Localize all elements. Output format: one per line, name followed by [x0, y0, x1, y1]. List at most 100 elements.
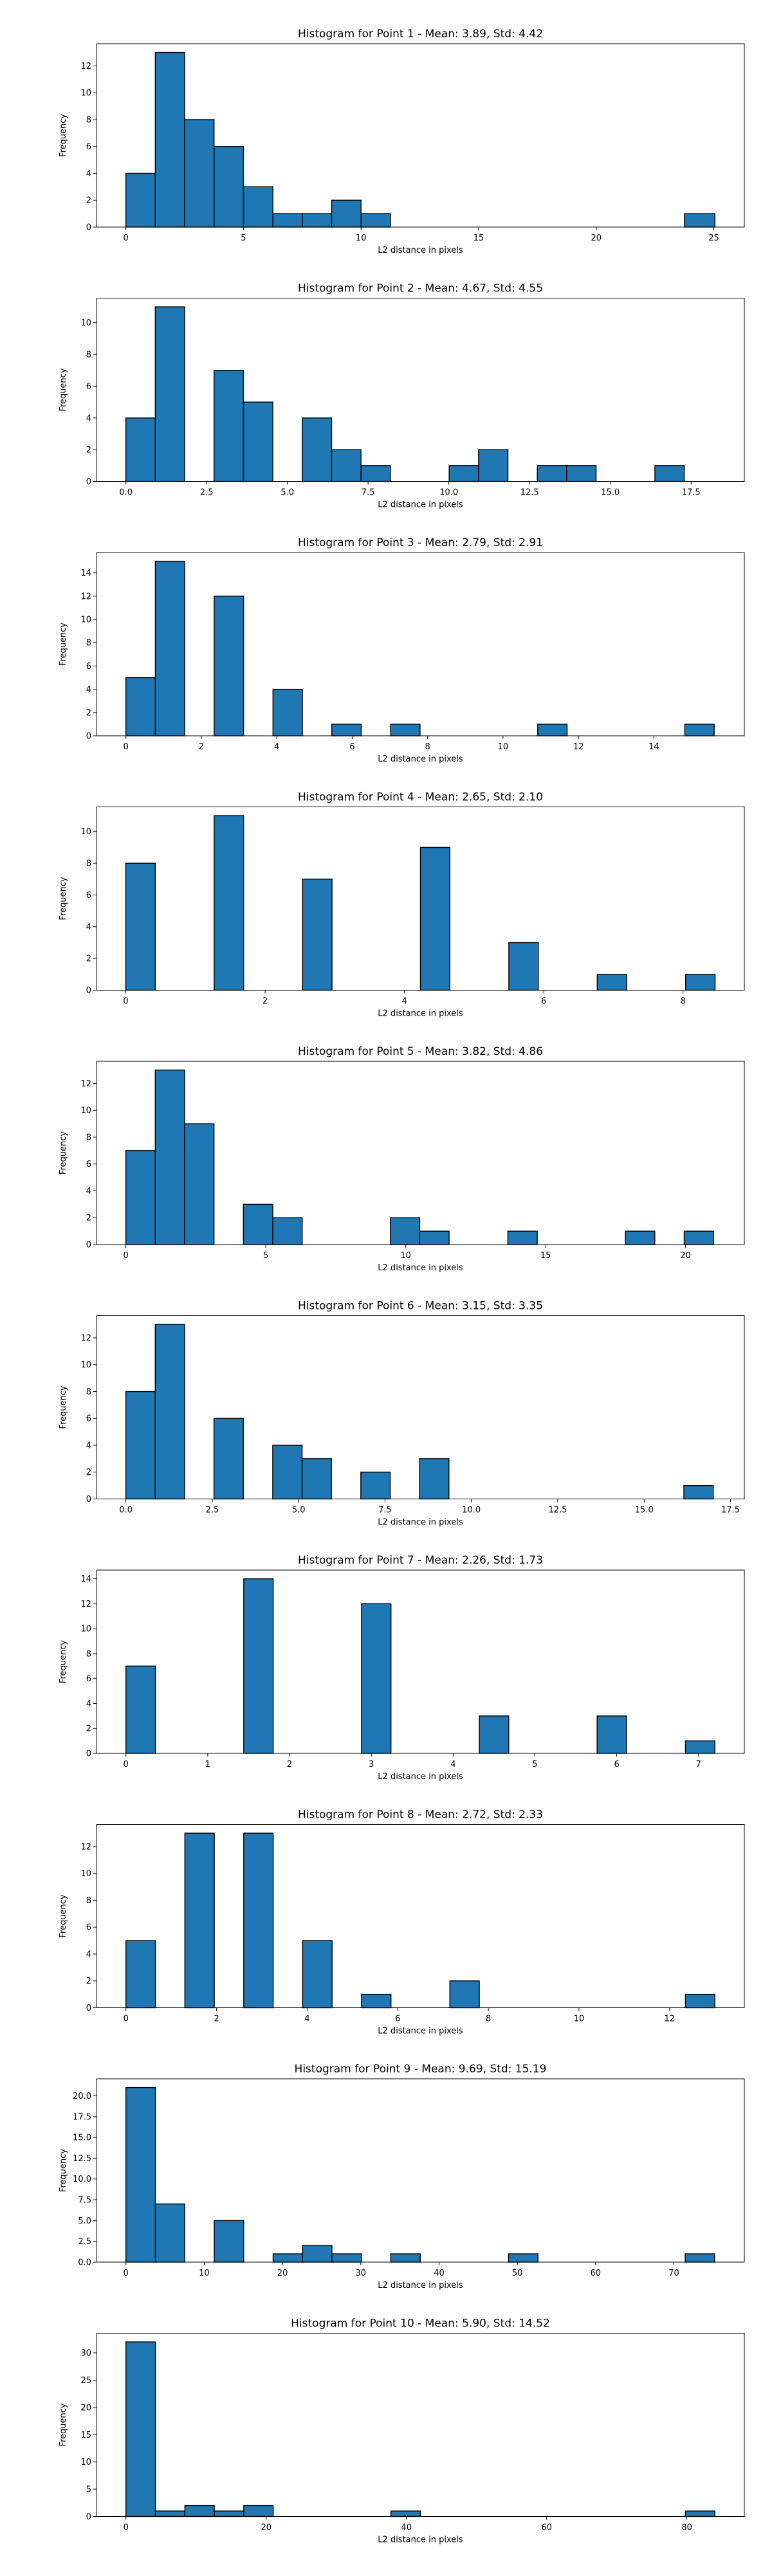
x-tick-label: 8: [425, 742, 430, 752]
y-tick-label: 10: [80, 2458, 91, 2467]
histogram-bar: [125, 2341, 156, 2517]
histogram-bar: [154, 560, 185, 736]
x-tick-label: 50: [512, 2269, 523, 2278]
histogram-bar: [596, 1715, 627, 1754]
y-axis-label: Frequency: [59, 1131, 68, 1174]
y-tick-label: 8: [86, 639, 91, 648]
x-tick-label: 12: [665, 2014, 676, 2024]
x-tick-label: 2.5: [200, 488, 214, 498]
y-axis-label: Frequency: [59, 2403, 68, 2446]
y-tick-label: 6: [86, 142, 91, 152]
y-tick-label: 10: [80, 616, 91, 625]
chart-title: Histogram for Point 9 - Mean: 9.69, Std:…: [295, 2063, 547, 2076]
x-tick-label: 3: [369, 1760, 374, 1769]
histogram-bar: [184, 1123, 215, 1245]
y-tick-label: 14: [80, 1575, 91, 1584]
x-tick-label: 10: [199, 2269, 210, 2278]
x-tick-label: 20: [591, 233, 602, 243]
x-tick-label: 2.5: [206, 1506, 219, 1515]
x-tick-label: 40: [434, 2269, 445, 2278]
histogram-bar: [125, 1150, 156, 1245]
y-tick-label: 2: [86, 1724, 91, 1734]
histogram-bar: [391, 2510, 421, 2517]
x-tick-label: 12.5: [549, 1506, 567, 1515]
histogram-panel-7: Histogram for Point 7 - Mean: 2.26, Std:…: [59, 1554, 745, 1782]
y-tick-label: 0: [86, 986, 91, 996]
histogram-bar: [243, 1578, 274, 1754]
y-axis-label: Frequency: [59, 1385, 68, 1429]
y-tick-label: 6: [86, 1923, 91, 1933]
histogram-bar: [243, 1203, 273, 1245]
y-tick-label: 6: [86, 662, 91, 671]
histogram-bar: [302, 213, 333, 228]
x-tick-label: 10: [400, 1251, 411, 1261]
x-tick-label: 60: [591, 2269, 602, 2278]
x-tick-label: 8: [681, 997, 686, 1007]
x-tick-label: 0: [124, 233, 129, 243]
x-tick-label: 1: [205, 1760, 210, 1769]
histogram-bar: [685, 1993, 715, 2009]
y-tick-label: 12: [80, 1842, 91, 1852]
histogram-bar: [214, 146, 244, 228]
histogram-bar: [448, 465, 479, 482]
y-tick-label: 10.0: [73, 2175, 91, 2184]
y-tick-label: 8: [86, 859, 91, 869]
histogram-bar: [272, 1217, 303, 1245]
y-tick-label: 10: [80, 827, 91, 837]
y-tick-label: 8: [86, 1133, 91, 1142]
histogram-bar: [125, 1940, 156, 2009]
y-axis-label: Frequency: [59, 368, 68, 411]
histogram-bar: [537, 724, 568, 736]
y-tick-label: 2: [86, 1214, 91, 1223]
y-tick-label: 6: [86, 891, 91, 900]
y-tick-label: 7.5: [78, 2196, 91, 2206]
y-tick-label: 6: [86, 1414, 91, 1424]
y-tick-label: 2: [86, 708, 91, 718]
histogram-bar: [214, 596, 244, 736]
x-tick-label: 4: [450, 1760, 455, 1769]
x-tick-label: 8: [486, 2014, 491, 2024]
histogram-bar: [566, 465, 597, 482]
histogram-bar: [654, 465, 685, 482]
histogram-bar: [125, 2087, 156, 2263]
x-tick-label: 12: [573, 742, 584, 752]
histogram-panel-8: Histogram for Point 8 - Mean: 2.72, Std:…: [59, 1809, 745, 2036]
y-tick-label: 0.0: [78, 2258, 91, 2268]
y-tick-label: 10: [80, 1106, 91, 1116]
axes-frame: [96, 552, 745, 736]
y-tick-label: 12: [80, 592, 91, 601]
y-tick-label: 17.5: [73, 2112, 91, 2122]
axes-frame: [96, 1315, 745, 1499]
chart-title: Histogram for Point 6 - Mean: 3.15, Std:…: [298, 1300, 543, 1313]
x-tick-label: 5: [263, 1251, 268, 1261]
histogram-bar: [685, 974, 716, 991]
x-axis-label: L2 distance in pixels: [378, 1263, 463, 1273]
histogram-bar: [214, 2510, 244, 2517]
histogram-bar: [361, 1993, 392, 2009]
chart-title: Histogram for Point 2 - Mean: 4.67, Std:…: [298, 282, 543, 295]
y-tick-label: 12: [80, 1600, 91, 1609]
y-axis-label: Frequency: [59, 623, 68, 666]
x-tick-label: 6: [349, 742, 354, 752]
y-tick-label: 6: [86, 1160, 91, 1169]
chart-title: Histogram for Point 8 - Mean: 2.72, Std:…: [298, 1809, 543, 1822]
histogram-bar: [390, 724, 421, 736]
y-tick-label: 6: [86, 382, 91, 392]
histogram-bar: [272, 2253, 303, 2263]
histogram-panel-1: Histogram for Point 1 - Mean: 3.89, Std:…: [59, 28, 745, 255]
chart-title: Histogram for Point 1 - Mean: 3.89, Std:…: [298, 28, 543, 41]
y-axis-label: Frequency: [59, 877, 68, 920]
y-tick-label: 8: [86, 351, 91, 360]
histogram-bar: [125, 863, 156, 991]
histogram-bar: [508, 942, 539, 991]
y-tick-label: 14: [80, 569, 91, 578]
histogram-bar: [419, 1458, 450, 1500]
x-tick-label: 5: [241, 233, 246, 243]
histogram-bar: [361, 1603, 392, 1754]
y-tick-label: 2: [86, 955, 91, 964]
histogram-bar: [625, 1230, 656, 1245]
histogram-bar: [154, 2203, 185, 2263]
histogram-bar: [507, 1230, 538, 1245]
histogram-bar: [154, 1069, 185, 1245]
